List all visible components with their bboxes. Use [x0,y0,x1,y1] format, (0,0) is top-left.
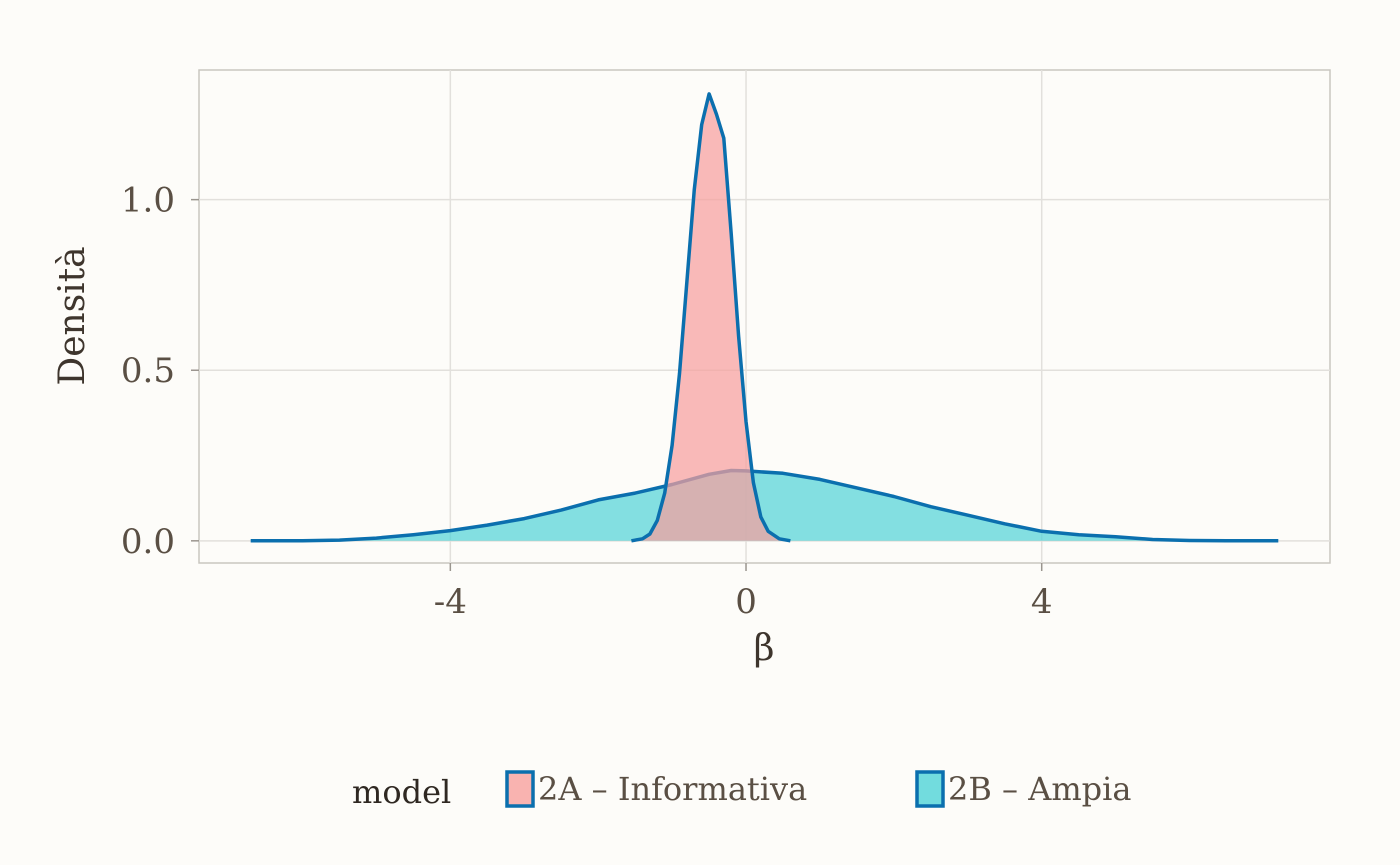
axis-ticks: -4 0 4 0.0 0.5 1.0 [121,181,1053,622]
y-tick-label: 0.5 [121,351,175,391]
x-axis-title: β [754,628,775,669]
y-tick-label: 0.0 [121,522,175,562]
x-tick-label: 0 [735,582,757,622]
legend: model 2A – Informativa 2B – Ampia [352,770,1131,811]
legend-label-informativa: 2A – Informativa [538,770,807,808]
y-axis-title: Densità [52,246,93,385]
y-tick-label: 1.0 [121,181,175,221]
density-area-series-0 [631,93,791,541]
legend-key-informativa [505,770,535,808]
x-tick-label: 4 [1031,582,1053,622]
legend-label-ampia: 2B – Ampia [948,770,1131,808]
legend-key-ampia [915,770,945,808]
legend-title: model [352,773,451,811]
density-areas [250,92,1279,543]
x-tick-label: -4 [434,582,467,622]
density-line-series-0 [631,92,791,543]
